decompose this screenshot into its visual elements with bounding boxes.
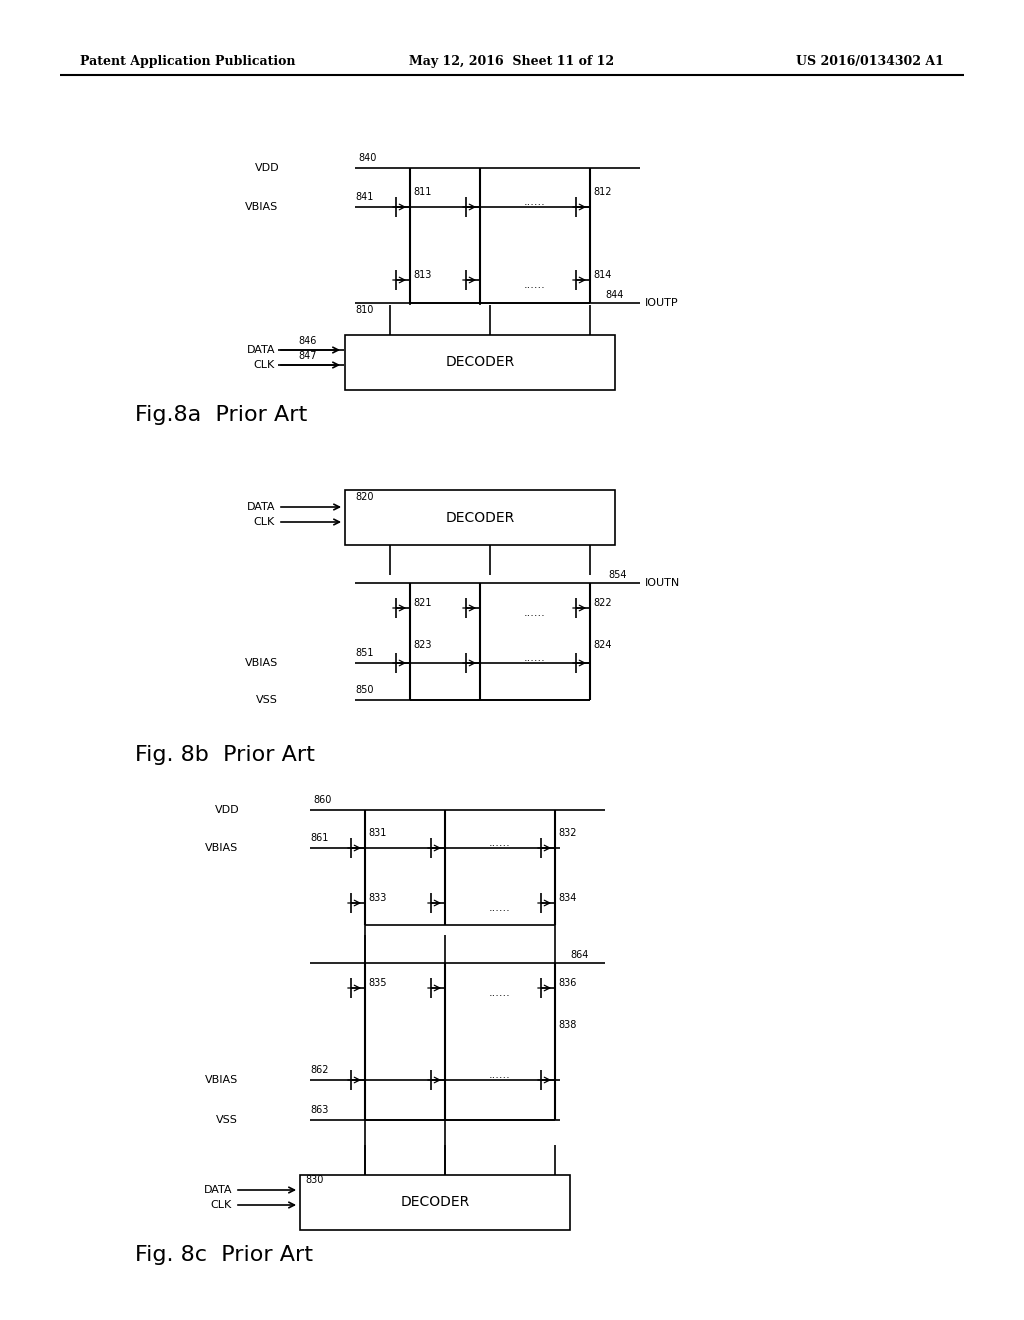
Text: DECODER: DECODER	[445, 355, 515, 370]
Bar	[345, 335, 615, 389]
Text: 812: 812	[593, 187, 611, 197]
Text: ......: ......	[489, 1071, 511, 1080]
Text: 820: 820	[355, 492, 374, 502]
Text: DECODER: DECODER	[445, 511, 515, 524]
Text: 821: 821	[413, 598, 431, 609]
Text: 835: 835	[368, 978, 386, 987]
Text: Fig. 8b  Prior Art: Fig. 8b Prior Art	[135, 744, 314, 766]
Text: VDD: VDD	[255, 162, 280, 173]
Text: 823: 823	[413, 640, 431, 649]
Text: VSS: VSS	[216, 1115, 238, 1125]
Text: 851: 851	[355, 648, 374, 657]
Text: ......: ......	[489, 987, 511, 998]
Text: Fig.8a  Prior Art: Fig.8a Prior Art	[135, 405, 307, 425]
Text: ......: ......	[489, 903, 511, 913]
Text: DECODER: DECODER	[400, 1196, 470, 1209]
Text: 811: 811	[413, 187, 431, 197]
Text: 860: 860	[313, 795, 332, 805]
Text: IOUTP: IOUTP	[645, 298, 679, 308]
Text: CLK: CLK	[254, 360, 275, 370]
Text: 830: 830	[305, 1175, 324, 1185]
Text: US 2016/0134302 A1: US 2016/0134302 A1	[796, 55, 944, 69]
Text: CLK: CLK	[254, 517, 275, 527]
Text: 846: 846	[298, 337, 316, 346]
Text: 832: 832	[558, 828, 577, 838]
Text: ......: ......	[524, 609, 546, 618]
Text: 854: 854	[608, 570, 627, 579]
Text: ......: ......	[524, 197, 546, 207]
Text: 834: 834	[558, 894, 577, 903]
Text: 814: 814	[593, 271, 611, 280]
Text: VDD: VDD	[215, 805, 240, 814]
Text: 840: 840	[358, 153, 377, 162]
Text: 861: 861	[310, 833, 329, 843]
Text: 862: 862	[310, 1065, 329, 1074]
Text: 863: 863	[310, 1105, 329, 1115]
Text: 831: 831	[368, 828, 386, 838]
Text: VBIAS: VBIAS	[205, 843, 238, 853]
Text: 847: 847	[298, 351, 316, 360]
Text: VBIAS: VBIAS	[245, 202, 278, 213]
Text: IOUTN: IOUTN	[645, 578, 680, 587]
Text: 844: 844	[605, 290, 624, 300]
Bar	[345, 490, 615, 545]
Text: DATA: DATA	[204, 1185, 232, 1195]
Text: 813: 813	[413, 271, 431, 280]
Text: 864: 864	[570, 950, 589, 960]
Text: VBIAS: VBIAS	[205, 1074, 238, 1085]
Text: Patent Application Publication: Patent Application Publication	[80, 55, 296, 69]
Text: ......: ......	[524, 653, 546, 663]
Text: ......: ......	[489, 838, 511, 847]
Text: 822: 822	[593, 598, 611, 609]
Text: DATA: DATA	[247, 345, 275, 355]
Text: 824: 824	[593, 640, 611, 649]
Text: 810: 810	[355, 305, 374, 315]
Text: CLK: CLK	[211, 1200, 232, 1210]
Text: Fig. 8c  Prior Art: Fig. 8c Prior Art	[135, 1245, 313, 1265]
Text: ......: ......	[524, 280, 546, 290]
Text: 838: 838	[558, 1020, 577, 1030]
Text: 850: 850	[355, 685, 374, 696]
Text: VBIAS: VBIAS	[245, 657, 278, 668]
Text: 841: 841	[355, 191, 374, 202]
Text: DATA: DATA	[247, 502, 275, 512]
Text: 836: 836	[558, 978, 577, 987]
Text: May 12, 2016  Sheet 11 of 12: May 12, 2016 Sheet 11 of 12	[410, 55, 614, 69]
Bar	[300, 1175, 570, 1230]
Text: 833: 833	[368, 894, 386, 903]
Text: VSS: VSS	[256, 696, 278, 705]
